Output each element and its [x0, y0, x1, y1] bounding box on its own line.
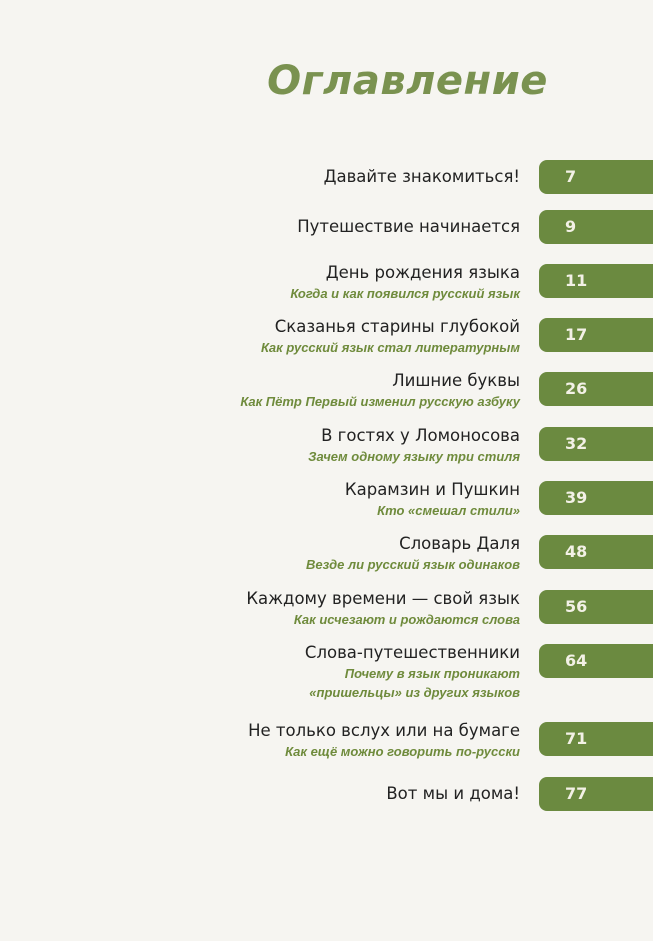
toc-entry-texts: Каждому времени — свой язык Как исчезают … — [246, 588, 520, 629]
page-title: Оглавление — [267, 58, 548, 104]
toc-entry[interactable]: День рождения языка Когда и как появился … — [0, 262, 653, 324]
toc-entry-title: В гостях у Ломоносова — [321, 426, 520, 445]
toc-entry-texts: Слова-путешественники Почему в язык прони… — [305, 642, 520, 702]
toc-entry[interactable]: Давайте знакомиться! 7 — [0, 160, 653, 220]
toc-entry-texts: Путешествие начинается — [297, 216, 520, 238]
toc-entry-subtitle: Как ещё можно говорить по-русски — [285, 744, 520, 759]
toc-entry-title: День рождения языка — [325, 263, 520, 282]
toc-entry-title: Каждому времени — свой язык — [246, 589, 520, 608]
page-number-badge[interactable]: 39 — [539, 481, 653, 515]
toc-entry-title: Давайте знакомиться! — [323, 167, 520, 186]
toc-entry-title: Лишние буквы — [392, 371, 520, 390]
toc-entry-subtitle: Кто «смешал стили» — [377, 503, 520, 518]
toc-entry-subtitle: Когда и как появился русский язык — [290, 286, 520, 301]
toc-entry-texts: Карамзин и Пушкин Кто «смешал стили» — [345, 479, 520, 520]
toc-entry-subtitle: «пришельцы» из других языков — [309, 685, 520, 700]
toc-entry[interactable]: Путешествие начинается 9 — [0, 210, 653, 270]
toc-entry-texts: День рождения языка Когда и как появился … — [290, 262, 520, 303]
toc-entry-title: Путешествие начинается — [297, 217, 520, 236]
toc-entry-subtitle: Как Пётр Первый изменил русскую азбуку — [240, 394, 520, 409]
toc-entry[interactable]: Каждому времени — свой язык Как исчезают … — [0, 588, 653, 650]
page-number-badge[interactable]: 7 — [539, 160, 653, 194]
toc-entry-title: Слова-путешественники — [304, 643, 520, 662]
toc-entry-subtitle: Везде ли русский язык одинаков — [306, 557, 520, 572]
toc-entry-texts: Словарь Даля Везде ли русский язык одинак… — [306, 533, 520, 574]
toc-entry-subtitle: Как русский язык стал литературным — [260, 340, 520, 355]
page-number-badge[interactable]: 32 — [539, 427, 653, 461]
toc-entry[interactable]: Вот мы и дома! 77 — [0, 777, 653, 837]
toc-entry[interactable]: Карамзин и Пушкин Кто «смешал стили» 39 — [0, 479, 653, 541]
toc-entry-subtitle: Почему в язык проникают — [344, 666, 520, 681]
toc-entry-texts: Давайте знакомиться! — [324, 166, 520, 188]
page-number-badge[interactable]: 9 — [539, 210, 653, 244]
toc-entry[interactable]: Сказанья старины глубокой Как русский язы… — [0, 316, 653, 378]
toc-entry[interactable]: Слова-путешественники Почему в язык прони… — [0, 642, 653, 704]
toc-entry-texts: Вот мы и дома! — [386, 783, 520, 805]
toc-entry[interactable]: Не только вслух или на бумаге Как ещё мож… — [0, 720, 653, 782]
page-number-badge[interactable]: 77 — [539, 777, 653, 811]
toc-entry-texts: В гостях у Ломоносова Зачем одному языку … — [308, 425, 520, 466]
toc-entry-texts: Сказанья старины глубокой Как русский язы… — [261, 316, 520, 357]
page-number-badge[interactable]: 26 — [539, 372, 653, 406]
toc-entry-title: Сказанья старины глубокой — [274, 317, 520, 336]
toc-entry-texts: Не только вслух или на бумаге Как ещё мож… — [248, 720, 520, 761]
page-number-badge[interactable]: 64 — [539, 644, 653, 678]
toc-entry-title: Не только вслух или на бумаге — [248, 721, 520, 740]
toc-entry-texts: Лишние буквы Как Пётр Первый изменил русс… — [240, 370, 520, 411]
page-number-badge[interactable]: 48 — [539, 535, 653, 569]
toc-entry-subtitle: Зачем одному языку три стиля — [308, 449, 520, 464]
toc-entry-subtitle: Как исчезают и рождаются слова — [293, 612, 520, 627]
page-number-badge[interactable]: 71 — [539, 722, 653, 756]
toc-entry[interactable]: Словарь Даля Везде ли русский язык одинак… — [0, 533, 653, 595]
toc-entry-title: Вот мы и дома! — [386, 784, 520, 803]
toc-entry-title: Карамзин и Пушкин — [344, 480, 520, 499]
toc-entry[interactable]: Лишние буквы Как Пётр Первый изменил русс… — [0, 370, 653, 432]
page-number-badge[interactable]: 56 — [539, 590, 653, 624]
page-number-badge[interactable]: 17 — [539, 318, 653, 352]
page-number-badge[interactable]: 11 — [539, 264, 653, 298]
toc-entry[interactable]: В гостях у Ломоносова Зачем одному языку … — [0, 425, 653, 487]
toc-entry-title: Словарь Даля — [399, 534, 520, 553]
